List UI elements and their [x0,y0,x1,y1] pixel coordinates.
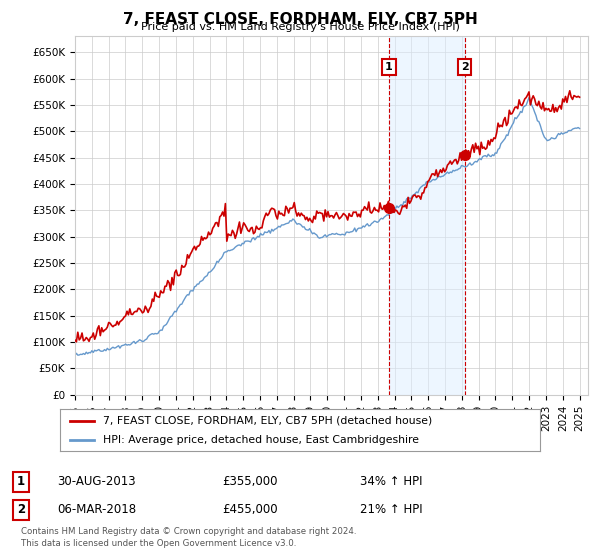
Text: £455,000: £455,000 [222,503,278,516]
Text: 2: 2 [17,503,25,516]
Text: 7, FEAST CLOSE, FORDHAM, ELY, CB7 5PH: 7, FEAST CLOSE, FORDHAM, ELY, CB7 5PH [122,12,478,27]
Text: 21% ↑ HPI: 21% ↑ HPI [360,503,422,516]
Text: Price paid vs. HM Land Registry's House Price Index (HPI): Price paid vs. HM Land Registry's House … [140,22,460,32]
Text: £355,000: £355,000 [222,475,277,488]
Text: Contains HM Land Registry data © Crown copyright and database right 2024.: Contains HM Land Registry data © Crown c… [21,528,356,536]
Bar [389,36,465,395]
Text: 30-AUG-2013: 30-AUG-2013 [57,475,136,488]
Text: HPI: Average price, detached house, East Cambridgeshire: HPI: Average price, detached house, East… [103,435,419,445]
Text: 1: 1 [17,475,25,488]
Text: 7, FEAST CLOSE, FORDHAM, ELY, CB7 5PH (detached house): 7, FEAST CLOSE, FORDHAM, ELY, CB7 5PH (d… [103,416,433,426]
Text: 2: 2 [461,62,469,72]
Text: This data is licensed under the Open Government Licence v3.0.: This data is licensed under the Open Gov… [21,539,296,548]
Text: 34% ↑ HPI: 34% ↑ HPI [360,475,422,488]
Text: 1: 1 [385,62,393,72]
Text: 06-MAR-2018: 06-MAR-2018 [57,503,136,516]
